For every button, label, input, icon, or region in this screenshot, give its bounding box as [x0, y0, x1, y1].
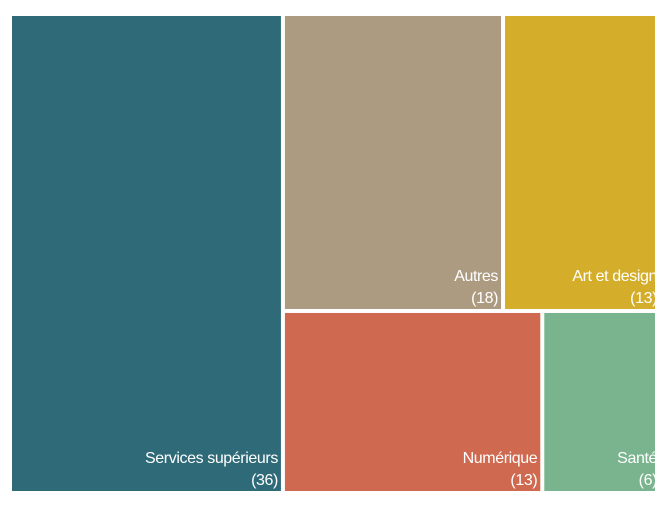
- cell-label: Services supérieurs: [145, 450, 278, 467]
- cell-label: Autres: [454, 268, 498, 285]
- cell-label: Numérique: [463, 450, 538, 467]
- cell-value-label: (6): [639, 472, 655, 489]
- treemap-cell: [284, 312, 541, 491]
- cell-label: Art et design: [572, 268, 655, 285]
- treemap-cell: [544, 312, 655, 491]
- cell-value-label: (18): [471, 290, 498, 307]
- treemap-cell: [505, 16, 655, 309]
- cell-value-label: (13): [510, 472, 537, 489]
- treemap-cell: [284, 16, 502, 309]
- cell-value-label: (13): [630, 290, 655, 307]
- cell-value-label: (36): [251, 472, 278, 489]
- treemap-cell: [12, 16, 281, 491]
- cell-label: Santé: [617, 450, 655, 467]
